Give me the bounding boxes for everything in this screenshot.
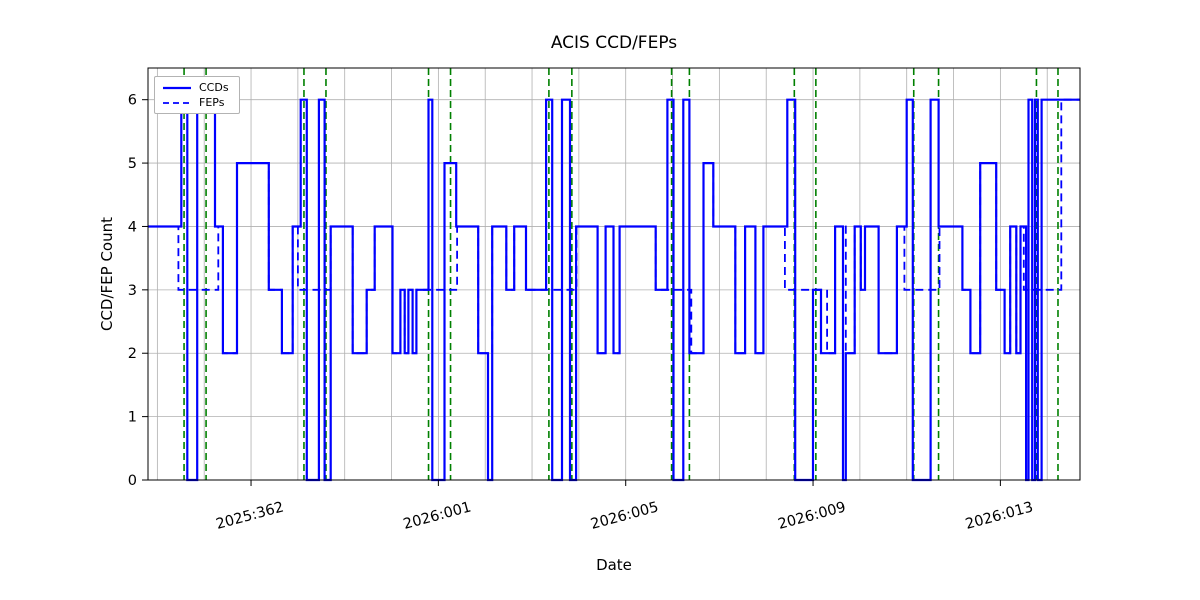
y-tick-label: 3 <box>128 283 137 299</box>
legend: CCDs FEPs <box>154 76 240 114</box>
y-tick-label: 1 <box>128 410 137 426</box>
x-axis-label: Date <box>596 556 632 574</box>
axes-frame <box>147 67 1081 481</box>
chart-title: ACIS CCD/FEPs <box>550 33 678 53</box>
x-tick-label: 2025:362 <box>214 499 285 532</box>
y-tick-label: 0 <box>128 473 137 489</box>
x-tick-label: 2026:013 <box>964 499 1035 532</box>
legend-item-feps: FEPs <box>162 97 229 108</box>
legend-swatch-feps <box>163 101 191 104</box>
legend-item-ccds: CCDs <box>162 82 229 93</box>
x-tick-label: 2026:001 <box>402 499 473 532</box>
ccds-step-line <box>148 98 1080 482</box>
legend-label-ccds: CCDs <box>199 81 229 94</box>
y-axis-label: CCD/FEP Count <box>98 216 116 332</box>
y-tick-label: 5 <box>128 156 137 172</box>
x-tick-label: 2026:005 <box>589 499 660 532</box>
x-tick-label: 2026:009 <box>776 499 847 532</box>
legend-swatch-ccds <box>163 86 191 89</box>
y-tick-label: 2 <box>128 346 137 362</box>
y-tick-label: 4 <box>128 219 137 235</box>
legend-label-feps: FEPs <box>199 96 225 109</box>
y-tick-label: 6 <box>128 93 137 109</box>
